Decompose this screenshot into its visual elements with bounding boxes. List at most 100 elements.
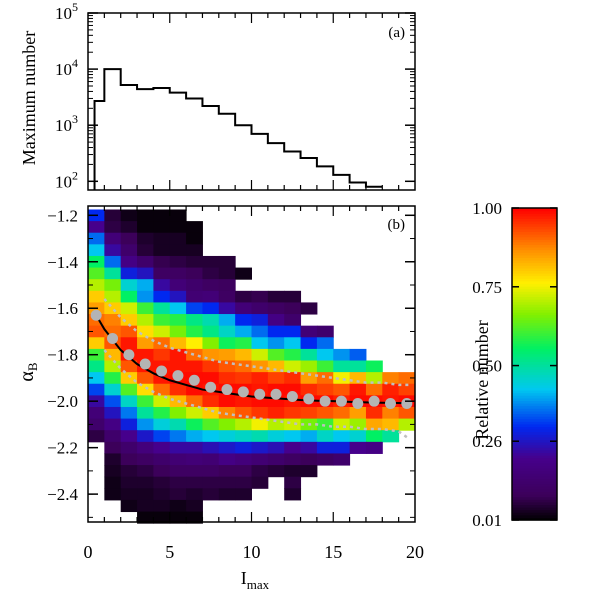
heatmap-cell [349,383,367,396]
heatmap-cell [104,279,122,292]
heatmap-cell [88,360,105,373]
colorbar-band [512,309,557,313]
heatmap-cell [120,372,138,385]
heatmap-cell [333,406,351,420]
colorbar-band [512,351,557,355]
heatmap-cell [137,383,154,396]
heatmap-cell [88,325,105,338]
heatmap-cell [186,221,203,234]
heatmap-cell [235,337,252,350]
colorbar-band [512,340,557,344]
heatmap-cell [153,209,171,222]
heatmap-cell [251,337,269,350]
colorbar-band [512,210,557,214]
heatmap-cell [169,465,187,478]
heatmap-cell [300,383,318,396]
colorbar-band [512,270,557,274]
heatmap-cell [169,383,187,396]
heatmap-ytick-label: −1.2 [47,206,78,225]
heatmap-cell [120,418,138,431]
heatmap-cell [316,337,334,350]
heatmap-cell [186,244,203,257]
heatmap-cell [349,430,367,443]
heatmap-cell [153,406,171,420]
colorbar-band [512,426,557,430]
heatmap-cell [365,360,383,373]
heatmap-cell [120,232,138,245]
heatmap-cell [398,418,416,431]
heatmap-cell [186,418,203,431]
heatmap-cell [365,430,383,443]
colorbar-band [512,491,557,495]
heatmap-cell [202,488,220,501]
heatmap-cell [104,244,122,257]
mean-point [270,388,282,400]
colorbar-band [512,374,557,378]
heatmap-cell [186,453,203,466]
colorbar-band [512,322,557,326]
heatmap-cell [120,488,138,501]
heatmap-cell [153,511,171,524]
heatmap-cell [137,348,154,362]
heatmap-cell [316,430,334,443]
heatmap-cell [153,395,171,408]
heatmap-cell [251,325,269,338]
heatmap-cell [120,465,138,478]
colorbar-band [512,252,557,256]
mean-point [90,309,102,321]
colorbar-frame [511,207,558,521]
colorbar-tick-label: 0.01 [472,511,502,530]
heatmap-cell [169,244,187,257]
heatmap-cell [88,372,105,385]
heatmap-cell [120,267,138,280]
heatmap-xtick-label: 0 [84,542,93,562]
heatmap-cell [202,348,220,362]
heatmap-cell [202,372,220,385]
heatmap-cell [218,255,236,269]
heatmap-cell [186,348,203,362]
colorbar-band [512,465,557,469]
colorbar-band [512,283,557,287]
colorbar-band [512,470,557,474]
heatmap-cell [104,348,122,362]
heatmap-cell [169,337,187,350]
colorbar-band [512,265,557,269]
heatmap-cell [382,406,400,420]
mean-point [352,398,364,409]
heatmap-cell [202,418,220,431]
colorbar-band [512,348,557,352]
heatmap-cell [251,453,269,466]
heatmap-cell [153,314,171,327]
heatmap-cell [235,267,252,280]
heatmap-cell [104,360,122,373]
heatmap-cell [235,348,252,362]
lower-bound-line [103,349,410,440]
heatmap-cell [137,302,154,315]
heatmap-cell [382,372,400,385]
colorbar-band [512,434,557,438]
heatmap-cell [333,418,351,431]
heatmap-cell [186,290,203,303]
colorbar-band [512,260,557,264]
heatmap-cell [235,418,252,431]
heatmap-cell [349,372,367,385]
heatmap-cell [267,325,285,338]
heatmap-cell [398,383,416,396]
heatmap-cell [104,221,122,234]
heatmap-cell [88,244,105,257]
heatmap-cell [104,441,122,454]
heatmap-cell [218,453,236,466]
heatmap-cell [169,221,187,234]
heatmap-xtick-label: 10 [243,542,261,562]
heatmap-cell [88,290,105,303]
heatmap-cell [120,430,138,443]
heatmap-cell [88,232,105,245]
heatmap-cell [137,465,154,478]
colorbar-label: Relative number [472,320,492,439]
heatmap-ytick-label: −1.6 [47,299,78,318]
heatmap-cell [153,290,171,303]
heatmap-cell [284,372,302,385]
heatmap-cell [251,430,269,443]
heatmap-cell [169,255,187,269]
heatmap-cell [300,441,318,454]
